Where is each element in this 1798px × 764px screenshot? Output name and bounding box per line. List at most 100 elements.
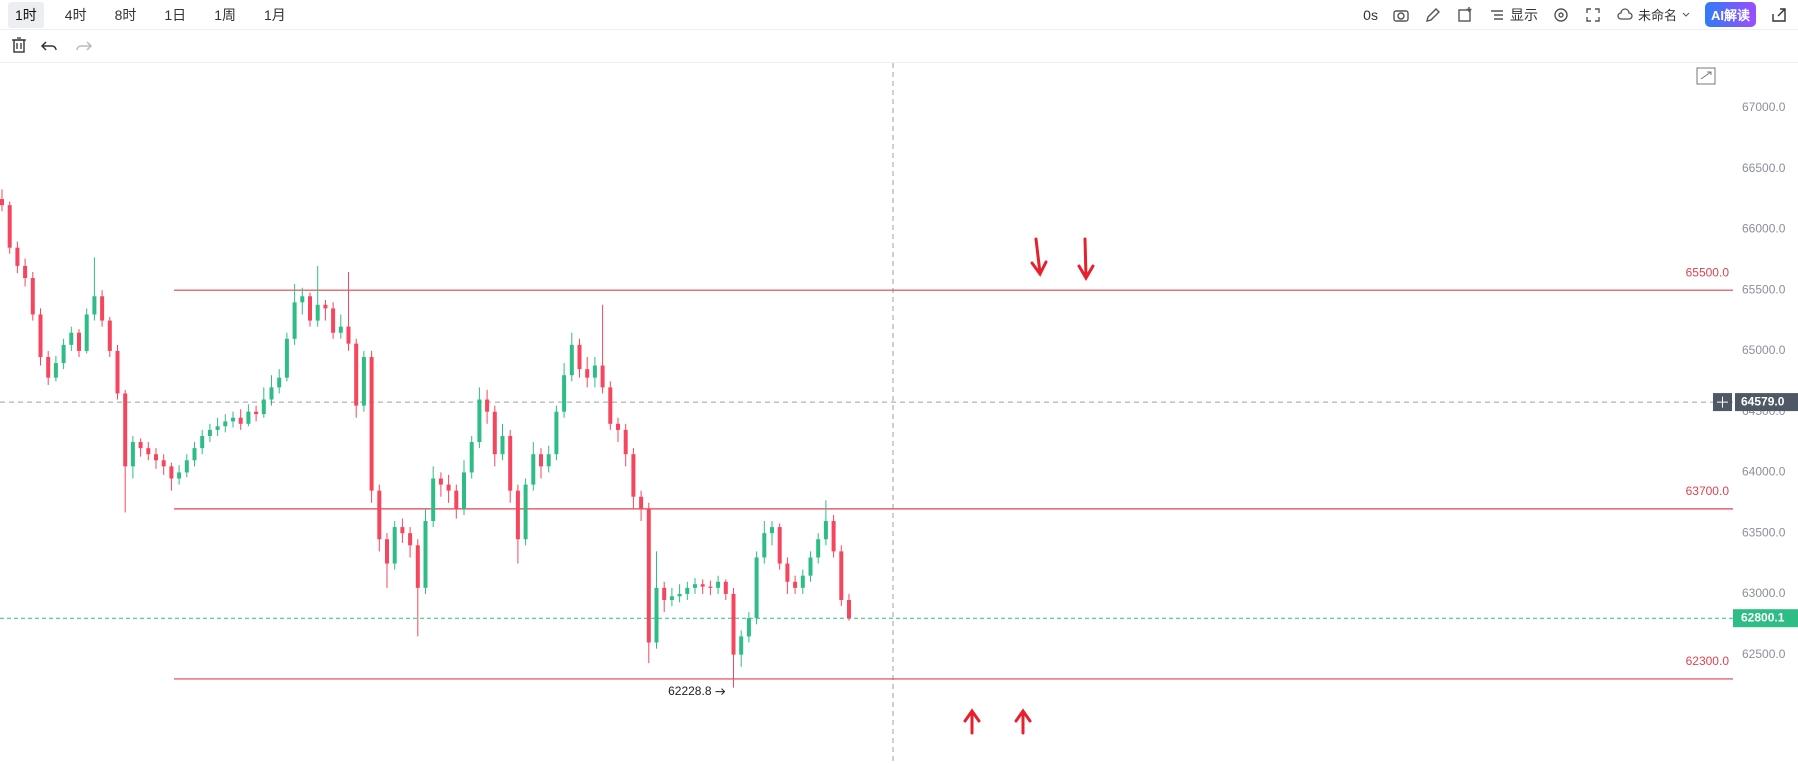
draw-icon[interactable] [1424,6,1442,24]
delete-icon[interactable] [12,37,26,53]
layout-menu[interactable]: 未命名 [1616,5,1691,24]
candle-body [431,478,436,522]
level-label: 63700.0 [1686,484,1730,498]
candle-body [292,302,297,339]
candle-body [61,344,66,364]
candle-body [354,343,359,406]
candle-body [231,417,235,422]
cloud-icon [1617,7,1633,20]
display-menu[interactable]: 显示 [1488,5,1538,25]
chevron [1682,12,1690,17]
candle-body [739,636,744,655]
candle-body [192,448,197,461]
y-tick-label: 63000.0 [1742,586,1786,600]
up-arrow [963,708,981,735]
fullscreen-icon[interactable] [1584,6,1602,24]
candle-body [608,387,613,424]
interval-tab[interactable]: 1周 [214,6,236,23]
candle-body [15,247,20,266]
camera-icon[interactable] [1392,6,1410,24]
candle-body [146,448,151,455]
candle-body [77,332,81,351]
y-tick-label: 65000.0 [1742,343,1786,357]
candle-body [762,533,767,558]
candle-body [662,587,667,600]
candle-body [562,375,567,412]
y-tick-label: 67000.0 [1742,100,1786,114]
toolbar: 1时 4时 8时 1日 1周 1月 0s 显示 未命名 AI解读 [0,0,1798,30]
low-arrow [715,688,726,695]
annotation-arrows [963,237,1095,735]
expand-icon[interactable] [1696,67,1716,85]
drawing-tools [12,37,93,53]
candle-body [361,357,366,406]
down-arrow [1077,237,1095,281]
candle-body [408,533,413,546]
candle-body [800,575,805,588]
level-label: 62300.0 [1686,654,1730,668]
candle-body [346,326,351,344]
candle-body [669,596,674,600]
y-tick-label: 66500.0 [1742,161,1786,175]
candle-body [385,539,389,564]
interval-tab[interactable]: 4时 [64,6,87,23]
candle-body [184,460,189,473]
candle-body [84,314,89,351]
interval-tab[interactable]: 1日 [164,6,187,23]
candle-body [600,365,605,388]
candle-body [38,314,43,358]
candle-body [269,387,274,400]
crosshair-tag [1735,393,1798,412]
y-tick-label: 63500.0 [1742,525,1786,539]
candle-body [254,411,259,415]
crosshair-tag-label: 64579.0 [1741,394,1785,408]
candle-body [154,454,158,461]
share-icon[interactable] [1770,6,1788,24]
candle-body [331,308,336,333]
candle-body [569,344,574,376]
candle-body [592,365,597,378]
interval-tab[interactable]: 8时 [114,6,137,23]
last-price-label: 62800.1 [1741,610,1785,624]
add-icon[interactable] [1456,6,1474,24]
candle-body [438,478,443,485]
undo-icon[interactable] [40,41,57,51]
redo-icon[interactable] [76,41,93,51]
candle-body [454,490,459,509]
candle-body [223,421,228,427]
candle-body [161,460,166,467]
candle-body [777,527,782,564]
candle-body [469,442,474,473]
intervals: 1时 4时 8时 1日 1周 1月 [8,1,293,28]
crosshair-plus-icon [1717,396,1728,408]
candle-body [369,357,374,491]
candle-body [577,344,582,370]
candle-body [177,472,182,479]
list-icon [1490,9,1503,20]
layout-name: 未命名 [1637,8,1677,23]
candle-body [839,551,844,600]
candle-body [200,435,205,449]
candle-body [107,320,112,351]
interval-tab[interactable]: 1时 [8,1,44,28]
candle-body [523,484,528,540]
candle-body [215,426,220,430]
timer[interactable]: 0s [1363,6,1378,23]
candle-body [123,393,128,467]
candle-body [808,557,813,576]
candle-body [300,296,305,303]
interval-tab[interactable]: 1月 [263,6,286,23]
candle-body [308,296,312,321]
settings-icon[interactable] [1552,6,1570,24]
candle-body [446,484,451,491]
candle-body [554,411,559,455]
down-arrow [1030,237,1048,277]
candle-body [816,539,821,558]
candle-body [654,587,659,643]
candle-body [7,205,12,248]
ai-button[interactable]: AI解读 [1704,2,1756,27]
candle-body [169,466,174,479]
candle-body [631,454,636,497]
candle-body [585,369,590,378]
